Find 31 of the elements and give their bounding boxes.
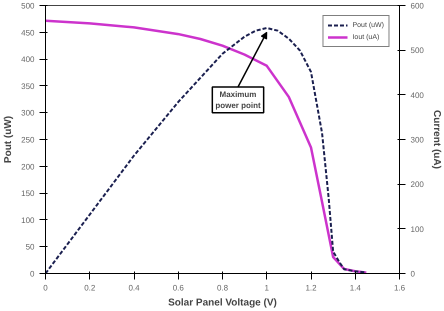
y2-tick-label: 100 — [410, 224, 424, 234]
y-tick-label: 100 — [21, 216, 36, 225]
y-tick-label: 350 — [21, 82, 36, 91]
y2-tick-label: 600 — [410, 2, 424, 10]
x-axis-title: Solar Panel Voltage (V) — [168, 298, 277, 308]
x-tick-label: 1.2 — [305, 284, 318, 292]
x-tick-label: 1 — [264, 284, 270, 292]
y2-tick-label: 400 — [410, 90, 424, 100]
y-tick-label: 200 — [21, 162, 36, 172]
annotation: Maximum power point — [215, 90, 261, 110]
y-tick-label: 450 — [21, 28, 36, 38]
y-tick-label: 400 — [21, 55, 36, 64]
x-tick-label: 0.4 — [128, 284, 140, 292]
x-tick-label: 1.6 — [394, 284, 406, 292]
y-tick-label: 500 — [21, 2, 36, 10]
y-tick-label: 250 — [21, 136, 36, 144]
x-tick-label: 0 — [43, 284, 48, 292]
x-tick-label: 0.8 — [216, 284, 229, 292]
y2-axis-title: Current (uA) — [430, 110, 442, 169]
x-tick-label: 0.6 — [172, 284, 184, 292]
y2-tick-label: 300 — [410, 136, 424, 144]
y-tick-label: 50 — [26, 242, 36, 252]
y2-tick-label: 200 — [410, 180, 424, 190]
y-tick-label: 0 — [30, 270, 36, 278]
y2-tick-label: 500 — [410, 46, 424, 56]
x-tick-label: 1.4 — [350, 284, 362, 292]
y-tick-label: 300 — [21, 108, 36, 118]
y-axis-title: Pout (uW) — [3, 116, 14, 164]
y2-tick-label: 0 — [410, 270, 416, 278]
x-tick-label: 0.2 — [84, 284, 96, 292]
y-tick-label: 150 — [21, 189, 36, 198]
